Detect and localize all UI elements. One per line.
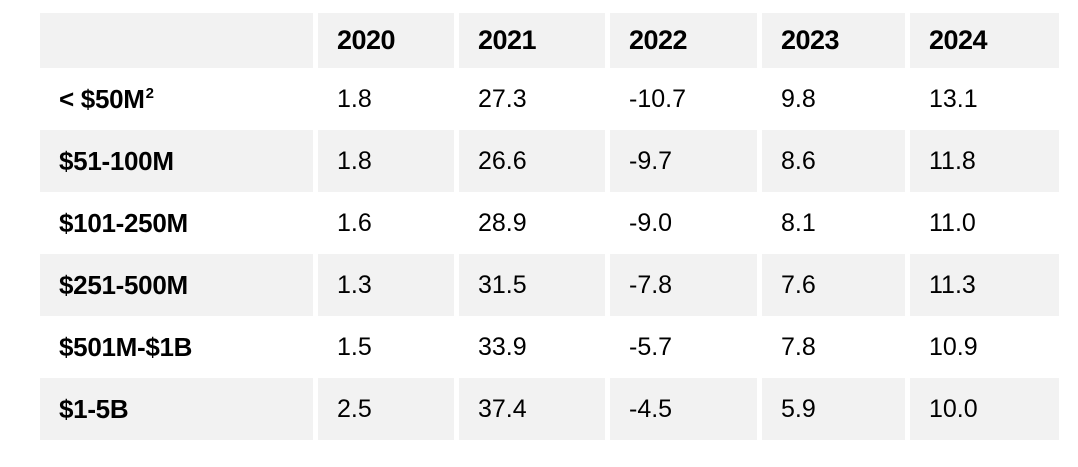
table-cell: 26.6	[454, 130, 605, 192]
row-label: $101-250M	[40, 192, 313, 254]
table-row: $251-500M 1.3 31.5 -7.8 7.6 11.3	[40, 254, 1059, 316]
column-header-2020: 2020	[313, 13, 454, 68]
table-cell: 10.9	[905, 316, 1059, 378]
table-cell: 2.5	[313, 378, 454, 440]
table-cell: 27.3	[454, 68, 605, 130]
table-row: $1-5B 2.5 37.4 -4.5 5.9 10.0	[40, 378, 1059, 440]
table-cell: -4.5	[605, 378, 757, 440]
table-cell: 9.8	[757, 68, 905, 130]
table-cell: -10.7	[605, 68, 757, 130]
table-cell: 1.6	[313, 192, 454, 254]
table-cell: 11.8	[905, 130, 1059, 192]
row-label-text: < $50M	[59, 83, 145, 114]
table-cell: 5.9	[757, 378, 905, 440]
table-row: $101-250M 1.6 28.9 -9.0 8.1 11.0	[40, 192, 1059, 254]
row-label: < $50M2	[40, 68, 313, 130]
column-header-2023: 2023	[757, 13, 905, 68]
table-cell: -9.0	[605, 192, 757, 254]
table-cell: 33.9	[454, 316, 605, 378]
column-header-2024: 2024	[905, 13, 1059, 68]
row-label: $501M-$1B	[40, 316, 313, 378]
header-row: 2020 2021 2022 2023 2024	[40, 13, 1059, 68]
table-cell: 1.8	[313, 68, 454, 130]
table-cell: 13.1	[905, 68, 1059, 130]
row-label-text: $101-250M	[59, 207, 188, 238]
row-label-text: $51-100M	[59, 145, 174, 176]
footnote-superscript: 2	[145, 84, 154, 102]
fund-size-returns-table: 2020 2021 2022 2023 2024 < $50M2 1.8 27.…	[40, 13, 1059, 440]
table-cell: 11.0	[905, 192, 1059, 254]
column-header-2021: 2021	[454, 13, 605, 68]
table-cell: -9.7	[605, 130, 757, 192]
row-label: $251-500M	[40, 254, 313, 316]
table-cell: 8.6	[757, 130, 905, 192]
row-label-text: $1-5B	[59, 393, 129, 424]
column-header-2022: 2022	[605, 13, 757, 68]
table-cell: 7.6	[757, 254, 905, 316]
table-cell: 31.5	[454, 254, 605, 316]
row-label: $1-5B	[40, 378, 313, 440]
table-cell: -7.8	[605, 254, 757, 316]
row-label-text: $251-500M	[59, 269, 188, 300]
table-row: < $50M2 1.8 27.3 -10.7 9.8 13.1	[40, 68, 1059, 130]
table-cell: 8.1	[757, 192, 905, 254]
corner-cell	[40, 13, 313, 68]
table-cell: 28.9	[454, 192, 605, 254]
table-cell: 7.8	[757, 316, 905, 378]
table-cell: 1.5	[313, 316, 454, 378]
table-cell: 1.8	[313, 130, 454, 192]
table-cell: 10.0	[905, 378, 1059, 440]
row-label-text: $501M-$1B	[59, 331, 193, 362]
row-label: $51-100M	[40, 130, 313, 192]
table-cell: -5.7	[605, 316, 757, 378]
table-cell: 1.3	[313, 254, 454, 316]
table-row: $501M-$1B 1.5 33.9 -5.7 7.8 10.9	[40, 316, 1059, 378]
table-cell: 11.3	[905, 254, 1059, 316]
table-cell: 37.4	[454, 378, 605, 440]
table-row: $51-100M 1.8 26.6 -9.7 8.6 11.8	[40, 130, 1059, 192]
